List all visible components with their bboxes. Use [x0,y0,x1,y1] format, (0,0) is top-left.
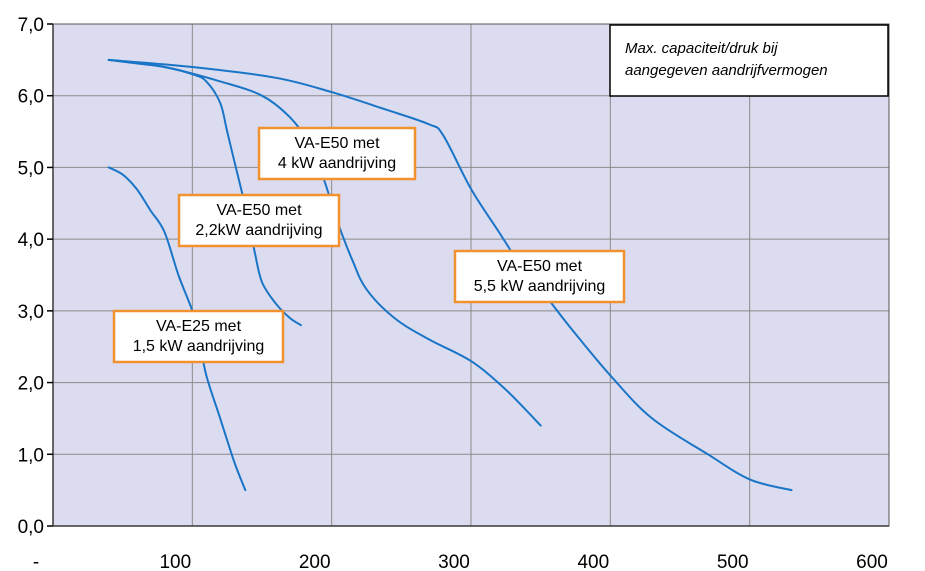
tick-labels: 0,0 1,0 2,0 3,0 4,0 5,0 6,0 7,0 - 100 200 300 400 500… [18,15,888,571]
x-tick-label-4: 400 [577,552,609,571]
series-label-text-0-0: VA-E25 met [156,318,242,335]
y-tick-label-0: 0,0 [18,517,44,538]
annotation-border [609,24,889,97]
series-label-text-3-1: 5,5 kW aandrijving [474,278,606,295]
series-labels: VA-E25 met 1,5 kW aandrijving VA-E50 met 2,… [112,126,626,364]
y-tick-label-2: 2,0 [18,374,44,395]
x-tick-label-1: 100 [159,552,191,571]
annotation-text-0: Max. capaciteit/druk bij [625,40,778,57]
series-label-box-3: VA-E50 met 5,5 kW aandrijving [453,249,626,304]
series-line-3 [107,58,793,492]
series-label-text-2-1: 4 kW aandrijving [278,155,396,172]
series-label-border-0 [112,309,285,364]
x-tick-label-6: 600 [856,552,888,571]
axes [47,23,890,527]
y-tick-label-4: 4,0 [18,230,44,251]
annotation-box: Max. capaciteit/druk bij aangegeven aandr… [609,24,889,97]
series-label-border-1 [177,193,341,248]
series-label-text-1-1: 2,2kW aandrijving [195,222,322,239]
y-tick-label-3: 3,0 [18,302,44,323]
series-label-box-1: VA-E50 met 2,2kW aandrijving [177,193,341,248]
series-label-text-3-0: VA-E50 met [497,258,583,275]
series-label-border-3 [453,249,626,304]
y-tick-label-5: 5,0 [18,158,44,179]
series-label-box-0: VA-E25 met 1,5 kW aandrijving [112,309,285,364]
series-label-text-1-0: VA-E50 met [216,202,302,219]
x-tick-label-5: 500 [717,552,749,571]
annotation-text-1: aangegeven aandrijfvermogen [625,62,828,79]
plot-border [52,23,890,527]
x-tick-label-3: 300 [438,552,470,571]
series-label-text-2-0: VA-E50 met [294,135,380,152]
series-label-text-0-1: 1,5 kW aandrijving [133,338,265,355]
series-label-border-2 [257,126,417,181]
x-tick-label-0: - [33,552,39,571]
series-label-box-2: VA-E50 met 4 kW aandrijving [257,126,417,181]
y-tick-label-7: 7,0 [18,15,44,36]
y-tick-label-1: 1,0 [18,445,44,466]
x-tick-label-2: 200 [299,552,331,571]
series-line-0 [107,166,247,492]
y-tick-label-6: 6,0 [18,87,44,108]
